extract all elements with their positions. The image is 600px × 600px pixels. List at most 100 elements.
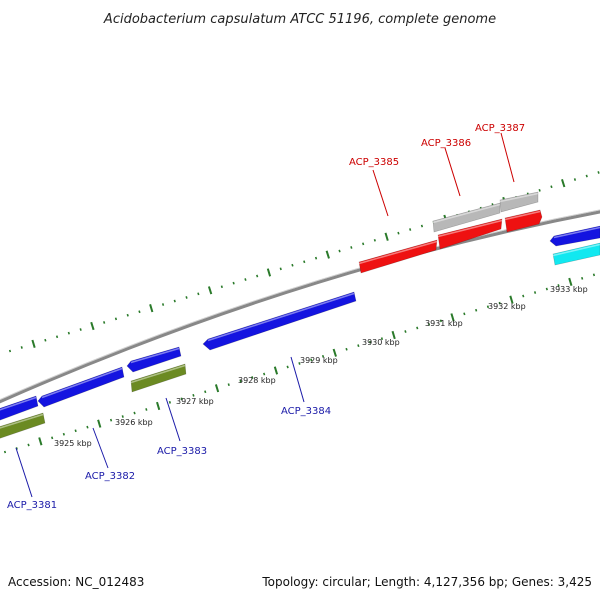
tick-label-3929: 3929 kbp [300,356,338,365]
gene-arrow-acp-3387[interactable] [504,209,543,233]
gene-arrow-highlight [358,240,438,265]
outer-tick [44,338,47,342]
inner-tick [568,277,573,286]
inner-tick [38,437,43,446]
outer-tick [67,331,70,335]
inner-tick [509,295,514,304]
outer-tick [303,260,306,264]
inner-tick [450,313,455,322]
tick-label-3932: 3932 kbp [488,302,526,311]
gene-label-acp-3385: ACP_3385 [349,157,399,168]
inner-tick [156,401,161,411]
gene-arrow-highlight [130,347,180,364]
gene-label-acp-3382: ACP_3382 [85,471,135,482]
inner-tick [214,384,220,393]
inner-tick [475,308,478,312]
gene-arrow-highlight [499,192,539,203]
gene-arrow-right-cyan[interactable] [552,242,600,266]
gene-arrow-acp-3383[interactable] [130,363,187,393]
tick-label-3927: 3927 kbp [176,397,214,406]
inner-tick [97,419,102,428]
inner-tick [439,319,442,323]
outer-tick [550,185,553,189]
gene-arrow-acp-3381[interactable] [0,395,39,422]
inner-tick [391,330,396,340]
callout-line-acp-3385 [372,169,389,217]
inner-tick [369,340,372,344]
accession-text: Accession: NC_012483 [8,575,144,589]
gene-arrow-acp-3385[interactable] [358,239,438,274]
gene-arrow-acp-3384[interactable] [202,291,357,351]
inner-tick [3,450,7,454]
outer-tick [362,242,365,246]
inner-tick [27,443,30,447]
gene-arrow-acp-3382[interactable] [37,366,125,408]
inner-tick [239,379,242,383]
gene-arrow-olive-left[interactable] [0,412,46,440]
gene-arrow-acp-3386[interactable] [437,218,503,250]
outer-tick [291,263,294,267]
outer-tick [126,313,129,317]
inner-tick [404,330,407,333]
gene-arrow-highlight [432,203,501,224]
outer-tick [103,321,106,324]
inner-tick [498,301,501,305]
outer-tick [384,232,389,241]
outer-tick [561,179,566,188]
outer-tick [256,274,259,278]
gene-arrow-highlight [207,292,355,342]
gene-arrow-highlight [130,364,186,384]
inner-tick [321,354,325,358]
gene-arrow-acp-3387-gray[interactable] [499,191,539,213]
gene-label-acp-3381: ACP_3381 [7,500,57,511]
outer-tick [397,231,400,235]
inner-tick [145,408,148,411]
outer-tick [585,174,588,178]
genome-summary-text: Topology: circular; Length: 4,127,356 bp… [261,575,592,589]
gene-arrow-right-blue[interactable] [549,225,600,247]
gene-features [0,191,600,440]
gene-arrow-highlight [0,413,44,429]
gene-arrow-highlight [553,226,600,239]
inner-tick [51,436,54,440]
gene-label-acp-3387: ACP_3387 [475,123,525,134]
outer-tick [314,256,318,260]
callout-line-acp-3381 [15,447,33,498]
outer-tick [338,249,341,253]
outer-tick [114,317,118,321]
inner-tick [263,372,266,376]
gene-arrow-highlight [0,396,37,411]
outer-tick [409,228,412,231]
inner-tick [192,393,195,397]
tick-label-3930: 3930 kbp [362,338,400,347]
inner-tick [298,362,301,365]
inner-tick [380,337,384,341]
outer-tick [207,286,213,295]
inner-tick [357,344,360,348]
gene-arrow-highlight [437,219,503,238]
callout-line-acp-3383 [165,397,181,442]
gene-arrow-highlight [41,367,123,399]
inner-tick [109,418,113,422]
outer-tick [79,328,82,331]
inner-tick [427,323,431,326]
outer-tick [149,304,154,313]
gene-arrow-acp-3386-gray[interactable] [432,202,501,233]
callout-line-acp-3387 [500,132,515,183]
gene-arrow-blue-mid[interactable] [126,346,182,373]
inner-tick [62,432,65,436]
inner-tick [286,365,289,369]
inner-tick [310,358,313,362]
outer-tick [266,268,272,277]
inner-tick [463,312,466,316]
inner-tick [180,397,183,401]
callout-line-acp-3382 [92,427,109,469]
inner-tick [545,287,548,291]
inner-tick [133,411,136,415]
gene-label-acp-3384: ACP_3384 [281,406,331,417]
inner-tick [486,305,490,309]
inner-tick [581,276,584,280]
inner-tick [121,415,124,418]
map-title: Acidobacterium capsulatum ATCC 51196, co… [103,12,496,27]
